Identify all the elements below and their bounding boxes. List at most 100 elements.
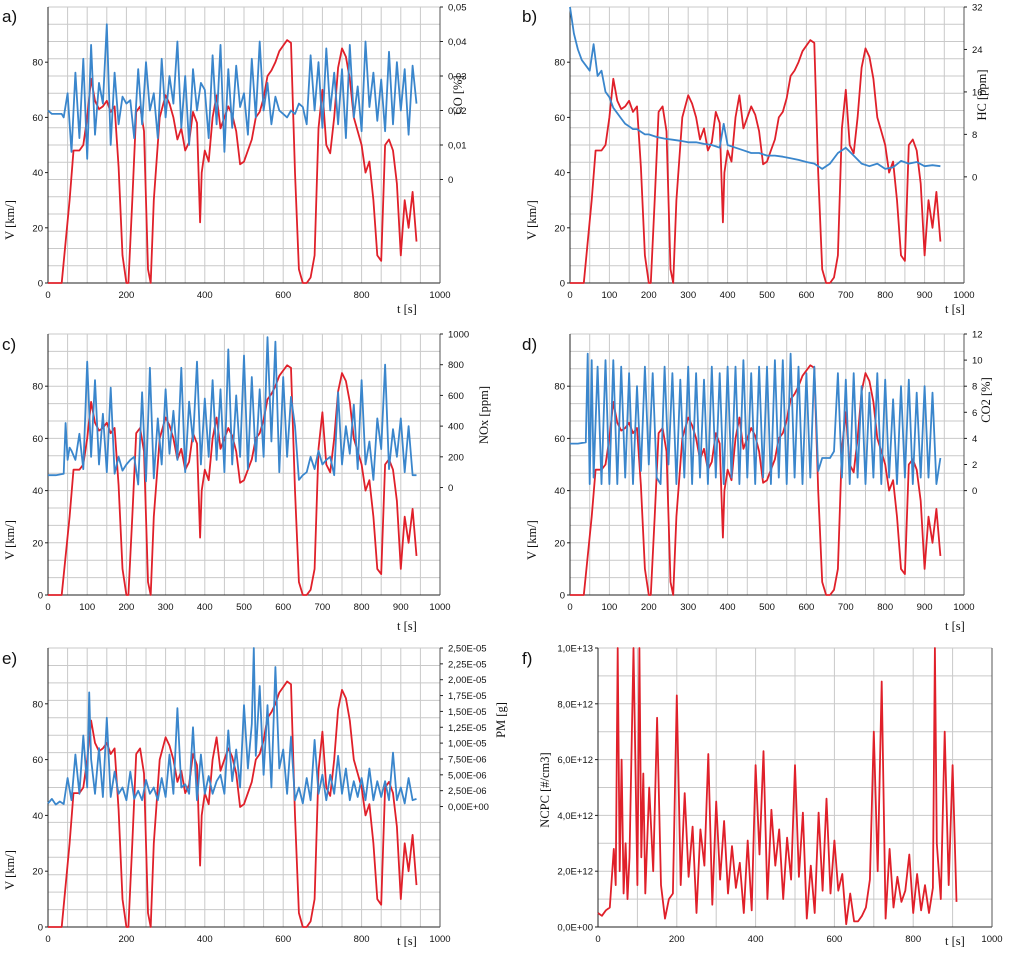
x-tick-label: 600 xyxy=(798,602,814,613)
right-tick-label: 5,00E-06 xyxy=(448,770,487,781)
right-tick-label: 200 xyxy=(448,452,464,463)
y-axis-label: NCPC [#/cm3] xyxy=(538,752,552,827)
right-tick-label: 2,50E-06 xyxy=(448,786,487,797)
x-tick-label: 1000 xyxy=(429,934,450,945)
x-tick-label: 600 xyxy=(275,290,291,301)
panel-label: d) xyxy=(522,335,537,354)
right-tick-label: 4 xyxy=(972,434,977,445)
right-axis-label: CO2 [%] xyxy=(979,377,993,422)
x-tick-label: 700 xyxy=(838,602,854,613)
y-tick-label: 20 xyxy=(554,538,565,549)
y-tick-label: 60 xyxy=(554,434,565,445)
y-tick-label: 0 xyxy=(560,591,565,602)
x-axis-label: t [s] xyxy=(945,934,965,948)
x-tick-label: 1000 xyxy=(953,290,974,301)
x-tick-label: 900 xyxy=(917,602,933,613)
x-tick-label: 400 xyxy=(720,602,736,613)
x-axis-label: t [s] xyxy=(945,302,965,316)
right-tick-label: 1,75E-05 xyxy=(448,691,487,702)
x-axis-label: t [s] xyxy=(397,934,417,948)
right-tick-label: 2,25E-05 xyxy=(448,659,487,670)
x-tick-label: 200 xyxy=(118,934,134,945)
x-tick-label: 0 xyxy=(595,934,600,945)
y-tick-label: 0 xyxy=(38,279,43,290)
y-axis-label: V [km/] xyxy=(3,520,17,560)
x-tick-label: 800 xyxy=(877,290,893,301)
right-tick-label: 2,00E-05 xyxy=(448,675,487,686)
right-tick-label: 1000 xyxy=(448,330,469,341)
x-tick-label: 800 xyxy=(354,290,370,301)
x-tick-label: 600 xyxy=(275,934,291,945)
right-tick-label: 0,04 xyxy=(448,37,467,48)
x-tick-label: 0 xyxy=(567,290,572,301)
panel-label: a) xyxy=(2,7,17,26)
right-tick-label: 10 xyxy=(972,356,983,367)
y-tick-label: 20 xyxy=(32,223,43,234)
x-tick-label: 300 xyxy=(158,602,174,613)
right-tick-label: 8 xyxy=(972,130,977,141)
right-tick-label: 0,02 xyxy=(448,106,467,117)
y-tick-label: 8,0E+12 xyxy=(557,699,593,710)
y-tick-label: 0,0E+00 xyxy=(557,923,593,934)
x-tick-label: 400 xyxy=(748,934,764,945)
x-tick-label: 400 xyxy=(197,934,213,945)
y-axis-label: V [km/] xyxy=(525,200,539,240)
x-axis-label: t [s] xyxy=(945,619,965,633)
x-tick-label: 300 xyxy=(680,290,696,301)
y-tick-label: 80 xyxy=(32,58,43,69)
y-tick-label: 80 xyxy=(554,382,565,393)
x-tick-label: 800 xyxy=(905,934,921,945)
panel-label: b) xyxy=(522,7,537,26)
y-tick-label: 1,0E+13 xyxy=(557,644,593,655)
x-tick-label: 900 xyxy=(917,290,933,301)
right-tick-label: 0,00E+00 xyxy=(448,802,489,813)
emission-series-line xyxy=(48,336,417,486)
y-tick-label: 80 xyxy=(554,58,565,69)
right-tick-label: 2 xyxy=(972,460,977,471)
y-tick-label: 60 xyxy=(32,113,43,124)
y-tick-label: 4,0E+12 xyxy=(557,811,593,822)
right-tick-label: 0,01 xyxy=(448,141,467,152)
x-tick-label: 1000 xyxy=(981,934,1002,945)
right-tick-label: 8 xyxy=(972,382,977,393)
x-tick-label: 200 xyxy=(641,290,657,301)
y-tick-label: 20 xyxy=(32,538,43,549)
x-tick-label: 1000 xyxy=(429,602,450,613)
y-tick-label: 40 xyxy=(554,486,565,497)
y-tick-label: 40 xyxy=(32,811,43,822)
emission-series-line xyxy=(570,352,942,486)
y-tick-label: 20 xyxy=(554,223,565,234)
x-tick-label: 200 xyxy=(669,934,685,945)
x-tick-label: 100 xyxy=(601,602,617,613)
x-tick-label: 800 xyxy=(354,934,370,945)
right-tick-label: 24 xyxy=(972,45,983,56)
right-tick-label: 1,50E-05 xyxy=(448,707,487,718)
right-axis-label: CO [%] xyxy=(451,75,465,114)
right-tick-label: 1,00E-05 xyxy=(448,739,487,750)
x-tick-label: 600 xyxy=(826,934,842,945)
x-tick-label: 200 xyxy=(641,602,657,613)
right-tick-label: 400 xyxy=(448,422,464,433)
x-tick-label: 1000 xyxy=(953,602,974,613)
x-tick-label: 600 xyxy=(275,602,291,613)
y-axis-label: V [km/] xyxy=(3,200,17,240)
emission-series-line xyxy=(47,23,418,160)
y-tick-label: 40 xyxy=(32,486,43,497)
x-tick-label: 500 xyxy=(759,602,775,613)
right-tick-label: 1,25E-05 xyxy=(448,723,487,734)
x-tick-label: 800 xyxy=(354,602,370,613)
speed-series-line xyxy=(48,680,418,928)
right-tick-label: 6 xyxy=(972,408,977,419)
right-tick-label: 12 xyxy=(972,330,983,341)
x-tick-label: 200 xyxy=(118,290,134,301)
x-tick-label: 500 xyxy=(236,602,252,613)
x-tick-label: 0 xyxy=(567,602,572,613)
right-tick-label: 0 xyxy=(448,175,453,186)
x-tick-label: 400 xyxy=(197,290,213,301)
x-tick-label: 500 xyxy=(759,290,775,301)
x-tick-label: 700 xyxy=(314,602,330,613)
right-tick-label: 800 xyxy=(448,360,464,371)
